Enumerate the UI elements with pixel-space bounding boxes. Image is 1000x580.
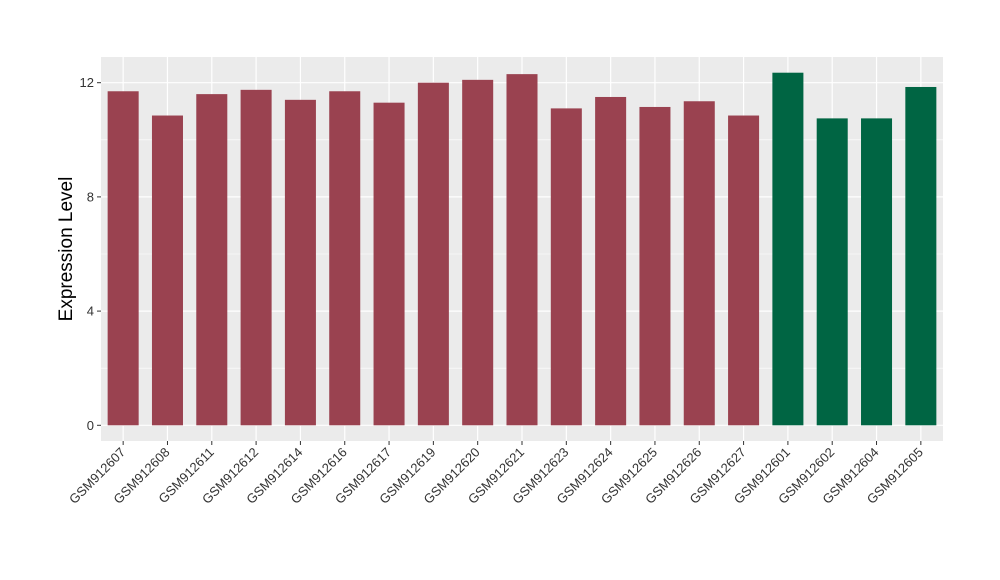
bar-GSM912627 (728, 115, 760, 426)
bar-GSM912602 (816, 118, 848, 426)
bar-GSM912626 (683, 101, 715, 426)
bar-GSM912620 (462, 79, 494, 426)
bar-GSM912614 (284, 99, 316, 426)
y-tick-label: 4 (87, 304, 94, 319)
bar-GSM912619 (417, 82, 449, 426)
bar-GSM912621 (506, 74, 538, 426)
bar-GSM912624 (595, 96, 627, 426)
y-axis: 0 4 8 12 (80, 75, 101, 433)
bar-GSM912617 (373, 102, 405, 426)
x-axis: GSM912607GSM912608GSM912611GSM912612GSM9… (66, 441, 926, 507)
bar-GSM912625 (639, 106, 671, 426)
bar-GSM912605 (905, 86, 937, 426)
bars (107, 72, 937, 426)
y-tick-label: 0 (87, 418, 94, 433)
bar-GSM912611 (196, 94, 228, 426)
bar-GSM912604 (861, 118, 893, 426)
bar-GSM912612 (240, 89, 272, 426)
y-tick-label: 8 (87, 189, 94, 204)
bar-GSM912623 (550, 108, 582, 426)
y-axis-title: Expression Level (56, 177, 77, 322)
bar-GSM912601 (772, 72, 804, 426)
bar-GSM912608 (151, 115, 183, 426)
y-tick-label: 12 (80, 75, 94, 90)
bar-GSM912616 (329, 91, 361, 426)
bar-GSM912607 (107, 91, 139, 426)
